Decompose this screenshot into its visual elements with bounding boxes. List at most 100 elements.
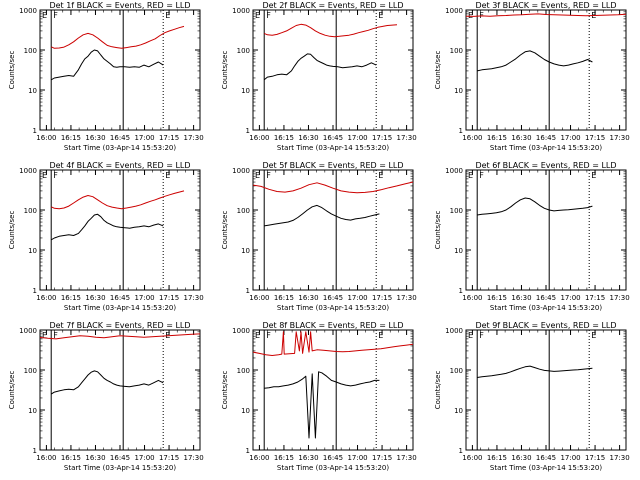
x-tick-label: 17:00 xyxy=(134,134,154,142)
x-tick-label: 16:30 xyxy=(85,134,105,142)
x-tick-label: 17:30 xyxy=(184,134,204,142)
x-tick-label: 16:00 xyxy=(249,454,269,462)
x-tick-label: 16:15 xyxy=(274,134,294,142)
event-marker-label: E xyxy=(468,171,473,180)
y-axis-label: Counts/sec xyxy=(221,51,229,90)
y-axis-label: Counts/sec xyxy=(8,371,16,410)
x-axis-label: Start Time (03-Apr-14 15:53:20) xyxy=(277,144,389,152)
event-marker-label: F xyxy=(53,11,58,20)
plot-frame xyxy=(465,329,627,451)
x-tick-label: 16:00 xyxy=(462,454,482,462)
chart-panel-6: Det 6f BLACK = Events, RED = LLD 1 10 100 10… xyxy=(434,161,630,312)
y-tick-label: 100 xyxy=(237,367,250,375)
event-marker-label: F xyxy=(53,331,58,340)
y-tick-label: 1 xyxy=(33,287,37,295)
x-tick-label: 16:15 xyxy=(61,294,81,302)
event-marker-label: E xyxy=(255,331,260,340)
x-tick-label: 17:30 xyxy=(610,454,630,462)
chart-title: Det 4f BLACK = Events, RED = LLD xyxy=(49,161,190,170)
x-tick-label: 17:15 xyxy=(372,454,392,462)
x-tick-label: 16:45 xyxy=(110,134,130,142)
series-lld xyxy=(263,23,398,38)
x-tick-label: 16:45 xyxy=(323,134,343,142)
y-tick-label: 100 xyxy=(24,47,37,55)
y-tick-label: 10 xyxy=(241,407,250,415)
y-tick-label: 10 xyxy=(28,87,37,95)
y-tick-label: 1 xyxy=(459,287,463,295)
x-tick-label: 17:30 xyxy=(184,294,204,302)
y-tick-label: 100 xyxy=(450,367,463,375)
y-axis-label: Counts/sec xyxy=(434,371,442,410)
series-events xyxy=(263,53,377,81)
x-tick-label: 16:45 xyxy=(110,454,130,462)
x-axis-label: Start Time (03-Apr-14 15:53:20) xyxy=(490,304,602,312)
event-marker-label: E xyxy=(591,331,596,340)
x-tick-label: 16:15 xyxy=(61,134,81,142)
y-tick-label: 10 xyxy=(241,247,250,255)
series-events xyxy=(477,365,593,378)
y-axis-label: Counts/sec xyxy=(221,211,229,250)
chart-panel-9: Det 9f BLACK = Events, RED = LLD 1 10 100 10… xyxy=(434,321,630,472)
x-tick-label: 16:45 xyxy=(323,294,343,302)
x-tick-label: 16:30 xyxy=(511,294,531,302)
x-tick-label: 17:30 xyxy=(397,294,417,302)
x-tick-label: 17:30 xyxy=(184,454,204,462)
x-tick-label: 17:00 xyxy=(347,134,367,142)
y-tick-label: 1000 xyxy=(445,7,463,15)
x-tick-label: 16:30 xyxy=(85,454,105,462)
x-tick-label: 16:15 xyxy=(487,294,507,302)
event-marker-label: E xyxy=(165,11,170,20)
series-events xyxy=(477,50,593,72)
x-tick-label: 16:45 xyxy=(323,454,343,462)
chart-panel-7: Det 7f BLACK = Events, RED = LLD 1 10 100 10… xyxy=(8,321,204,472)
chart-title: Det 6f BLACK = Events, RED = LLD xyxy=(475,161,616,170)
x-tick-label: 17:15 xyxy=(585,294,605,302)
x-tick-label: 17:00 xyxy=(560,134,580,142)
chart-title: Det 3f BLACK = Events, RED = LLD xyxy=(475,1,616,10)
event-marker-label: E xyxy=(255,171,260,180)
x-tick-label: 16:30 xyxy=(298,454,318,462)
y-tick-label: 10 xyxy=(28,247,37,255)
x-tick-label: 16:45 xyxy=(536,454,556,462)
y-tick-label: 1000 xyxy=(19,327,37,335)
x-tick-label: 17:30 xyxy=(397,134,417,142)
x-tick-label: 17:00 xyxy=(347,294,367,302)
y-tick-label: 1000 xyxy=(19,167,37,175)
x-tick-label: 17:00 xyxy=(347,454,367,462)
y-tick-label: 1 xyxy=(459,127,463,135)
plot-frame xyxy=(465,9,627,131)
x-tick-label: 16:00 xyxy=(36,294,56,302)
y-tick-label: 1000 xyxy=(232,327,250,335)
x-tick-label: 16:15 xyxy=(487,134,507,142)
series-lld xyxy=(252,331,414,356)
y-tick-label: 1000 xyxy=(445,167,463,175)
event-marker-label: E xyxy=(255,11,260,20)
y-tick-label: 1 xyxy=(459,447,463,455)
event-marker-label: F xyxy=(53,171,58,180)
x-tick-label: 16:00 xyxy=(36,134,56,142)
y-axis-label: Counts/sec xyxy=(221,371,229,410)
y-tick-label: 10 xyxy=(454,87,463,95)
x-tick-label: 16:00 xyxy=(249,134,269,142)
chart-panel-3: Det 3f BLACK = Events, RED = LLD 1 10 100 10… xyxy=(434,1,630,152)
series-lld xyxy=(50,25,185,49)
y-axis-label: Counts/sec xyxy=(8,51,16,90)
event-marker-label: E xyxy=(42,11,47,20)
series-events xyxy=(50,49,164,81)
y-tick-label: 1000 xyxy=(445,327,463,335)
series-lld xyxy=(252,181,414,194)
chart-title: Det 8f BLACK = Events, RED = LLD xyxy=(262,321,403,330)
x-tick-label: 16:30 xyxy=(511,454,531,462)
y-tick-label: 100 xyxy=(237,207,250,215)
y-axis-label: Counts/sec xyxy=(434,51,442,90)
event-marker-label: E xyxy=(165,171,170,180)
event-marker-label: F xyxy=(266,171,271,180)
event-marker-label: E xyxy=(591,171,596,180)
x-tick-label: 17:30 xyxy=(610,294,630,302)
chart-title: Det 9f BLACK = Events, RED = LLD xyxy=(475,321,616,330)
x-tick-label: 16:00 xyxy=(249,294,269,302)
plot-frame xyxy=(465,169,627,291)
chart-panel-4: Det 4f BLACK = Events, RED = LLD 1 10 100 10… xyxy=(8,161,204,312)
